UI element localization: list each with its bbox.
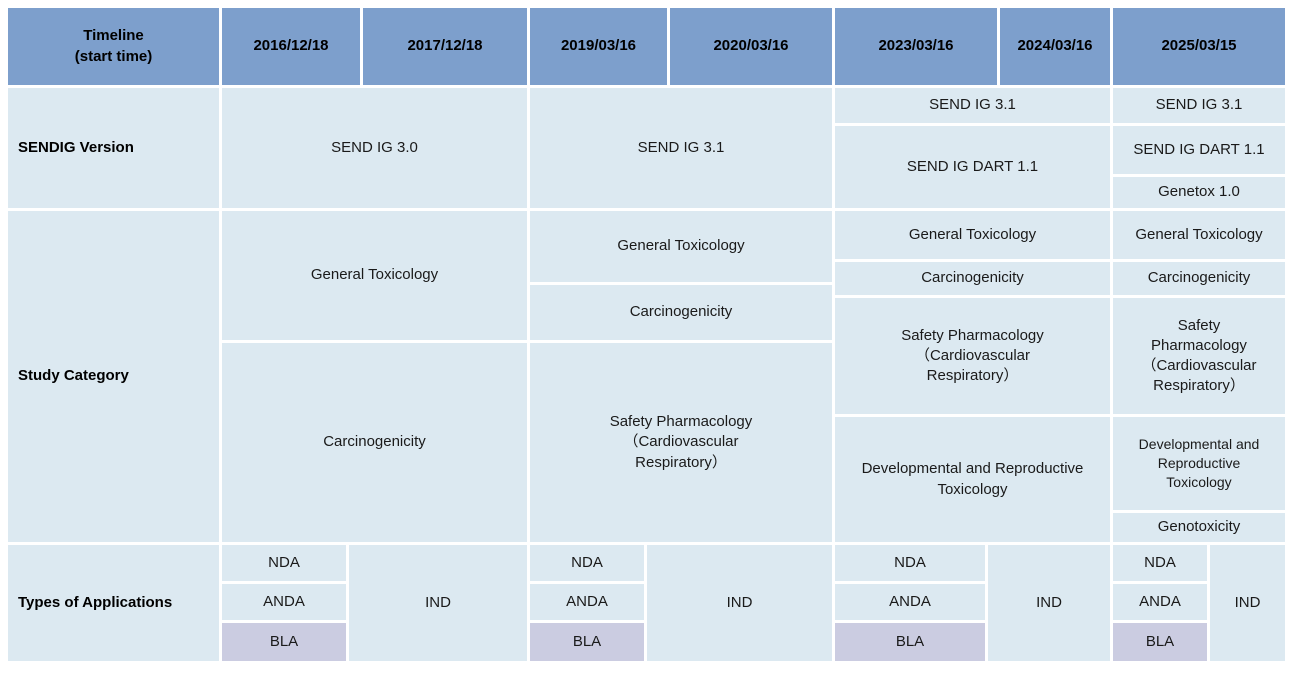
- cell-sendig-genetox-2025: Genetox 1.0: [1113, 177, 1285, 208]
- cell-study-dart-2025: Developmental and Reproductive Toxicolog…: [1113, 417, 1285, 510]
- cell-nda-2016: NDA: [222, 545, 346, 581]
- cell-sendig-dart-2023-2024: SEND IG DART 1.1: [835, 126, 1110, 208]
- header-date-2019-03-16: 2019/03/16: [530, 8, 667, 85]
- cell-anda-2019: ANDA: [530, 584, 644, 620]
- header-timeline: Timeline (start time): [8, 8, 219, 85]
- cell-anda-2016: ANDA: [222, 584, 346, 620]
- cell-sendig-31-2025: SEND IG 3.1: [1113, 88, 1285, 123]
- rowlabel-types-of-applications: Types of Applications: [8, 545, 219, 661]
- cell-sendig-31-2023-2024: SEND IG 3.1: [835, 88, 1110, 123]
- cell-ind-2020: IND: [647, 545, 832, 661]
- header-date-2024-03-16: 2024/03/16: [1000, 8, 1110, 85]
- cell-study-carc-2025: Carcinogenicity: [1113, 262, 1285, 295]
- cell-nda-2025: NDA: [1113, 545, 1207, 581]
- cell-study-gentox-2019-2020: General Toxicology: [530, 211, 832, 282]
- cell-study-gentox-2025: General Toxicology: [1113, 211, 1285, 259]
- cell-nda-2019: NDA: [530, 545, 644, 581]
- header-date-2017-12-18: 2017/12/18: [363, 8, 527, 85]
- cell-study-carc-2019-2020: Carcinogenicity: [530, 285, 832, 340]
- cell-bla-2016: BLA: [222, 623, 346, 661]
- cell-sendig-31-2019-2020: SEND IG 3.1: [530, 88, 832, 208]
- cell-study-safpharm-2023-2024: Safety Pharmacology （Cardiovascular Resp…: [835, 298, 1110, 414]
- cell-anda-2023: ANDA: [835, 584, 985, 620]
- cell-study-gentox-2023-2024: General Toxicology: [835, 211, 1110, 259]
- cell-study-gentox-2016-2017: General Toxicology: [222, 211, 527, 340]
- cell-ind-2024: IND: [988, 545, 1110, 661]
- header-date-2020-03-16: 2020/03/16: [670, 8, 832, 85]
- cell-nda-2023: NDA: [835, 545, 985, 581]
- cell-sendig-30-2016-2017: SEND IG 3.0: [222, 88, 527, 208]
- send-timeline-table: Timeline (start time) 2016/12/18 2017/12…: [8, 8, 1285, 661]
- header-date-2025-03-15: 2025/03/15: [1113, 8, 1285, 85]
- header-date-2016-12-18: 2016/12/18: [222, 8, 360, 85]
- rowlabel-sendig-version: SENDIG Version: [8, 88, 219, 208]
- cell-bla-2019: BLA: [530, 623, 644, 661]
- cell-study-carc-2023-2024: Carcinogenicity: [835, 262, 1110, 295]
- cell-ind-2017: IND: [349, 545, 527, 661]
- header-date-2023-03-16: 2023/03/16: [835, 8, 997, 85]
- cell-bla-2025: BLA: [1113, 623, 1207, 661]
- rowlabel-study-category: Study Category: [8, 211, 219, 542]
- cell-bla-2023: BLA: [835, 623, 985, 661]
- cell-study-dart-2023-2024: Developmental and Reproductive Toxicolog…: [835, 417, 1110, 542]
- cell-anda-2025: ANDA: [1113, 584, 1207, 620]
- cell-study-genotox-2025: Genotoxicity: [1113, 513, 1285, 542]
- cell-study-safpharm-2019-2020: Safety Pharmacology （Cardiovascular Resp…: [530, 343, 832, 542]
- cell-study-safpharm-2025: Safety Pharmacology （Cardiovascular Resp…: [1113, 298, 1285, 414]
- cell-sendig-dart-2025: SEND IG DART 1.1: [1113, 126, 1285, 174]
- cell-ind-2025: IND: [1210, 545, 1285, 661]
- cell-study-carc-2016-2017: Carcinogenicity: [222, 343, 527, 542]
